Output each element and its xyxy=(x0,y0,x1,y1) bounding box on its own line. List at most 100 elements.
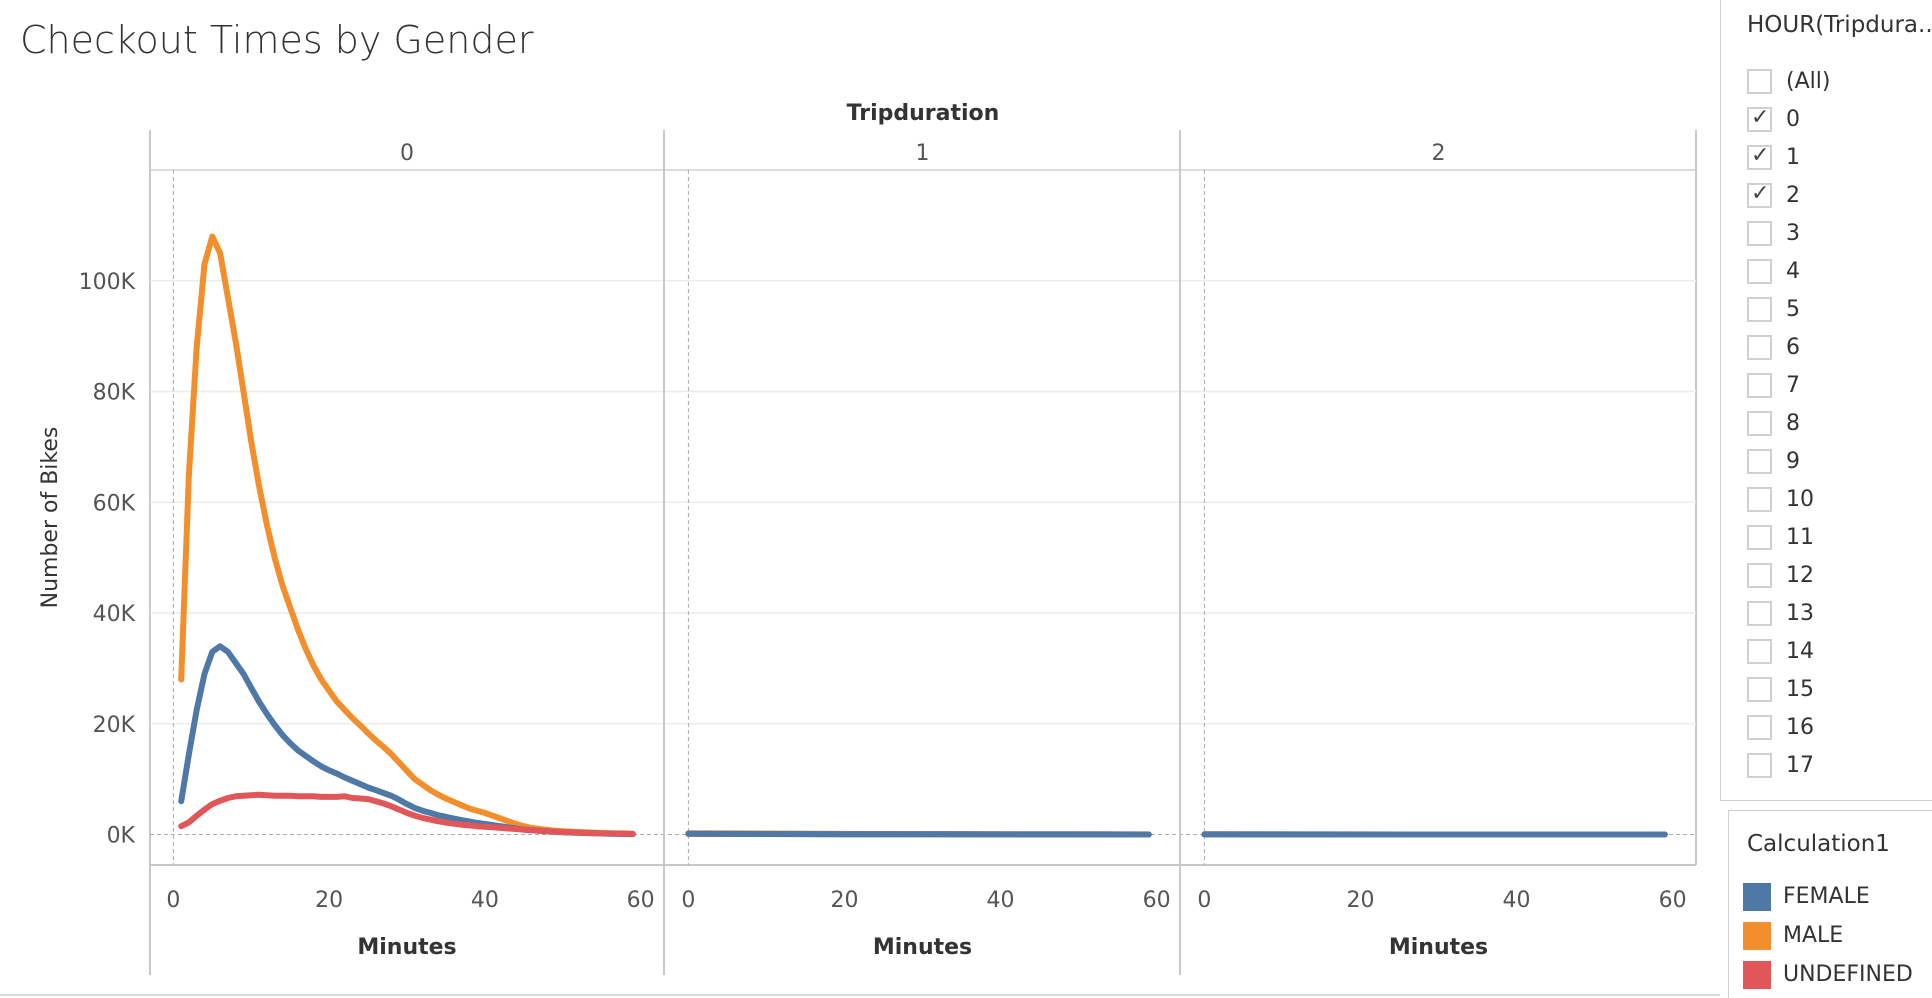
filter-item-label: 7 xyxy=(1786,373,1800,398)
filter-item[interactable]: 9 xyxy=(1747,442,1932,480)
filter-item-label: 16 xyxy=(1786,715,1814,740)
x-tick-label: 20 xyxy=(830,888,858,913)
series-line-female xyxy=(688,834,1148,835)
filter-item[interactable]: 2 xyxy=(1747,176,1932,214)
x-axis-label: Minutes xyxy=(873,935,972,960)
x-tick-label: 20 xyxy=(1346,888,1374,913)
filter-item[interactable]: 11 xyxy=(1747,518,1932,556)
legend-list: FEMALE MALE UNDEFINED xyxy=(1743,877,1913,994)
x-tick-label: 40 xyxy=(471,888,499,913)
filter-item-label: 8 xyxy=(1786,411,1800,436)
filter-item[interactable]: 15 xyxy=(1747,670,1932,708)
legend-panel: Calculation1 FEMALE MALE UNDEFINED xyxy=(1728,810,1932,998)
filter-item[interactable]: 7 xyxy=(1747,366,1932,404)
filter-item-label: 12 xyxy=(1786,563,1814,588)
x-tick-label: 60 xyxy=(1659,888,1687,913)
filter-item-label: 5 xyxy=(1786,297,1800,322)
filter-checkbox[interactable] xyxy=(1747,525,1772,550)
legend-item[interactable]: FEMALE xyxy=(1743,877,1913,916)
filter-checkbox[interactable] xyxy=(1747,145,1772,170)
filter-item[interactable]: 14 xyxy=(1747,632,1932,670)
filter-item-label: 9 xyxy=(1786,449,1800,474)
y-axis-label: Number of Bikes xyxy=(38,427,63,609)
x-tick-label: 0 xyxy=(166,888,180,913)
legend-title: Calculation1 xyxy=(1747,831,1890,857)
filter-checkbox[interactable] xyxy=(1747,335,1772,360)
filter-checkbox[interactable] xyxy=(1747,563,1772,588)
filter-item-label: (All) xyxy=(1786,69,1830,94)
x-tick-label: 20 xyxy=(315,888,343,913)
x-tick-label: 40 xyxy=(987,888,1015,913)
x-tick-label: 60 xyxy=(1143,888,1171,913)
filter-item[interactable]: 13 xyxy=(1747,594,1932,632)
legend-label: UNDEFINED xyxy=(1783,962,1913,987)
filter-checkbox[interactable] xyxy=(1747,107,1772,132)
filter-item-label: 10 xyxy=(1786,487,1814,512)
legend-swatch xyxy=(1743,922,1771,950)
filter-checkbox[interactable] xyxy=(1747,183,1772,208)
x-axis-label: Minutes xyxy=(1389,935,1488,960)
legend-swatch xyxy=(1743,883,1771,911)
panel-header-label: 0 xyxy=(400,141,414,166)
filter-item[interactable]: 0 xyxy=(1747,100,1932,138)
series-line-male xyxy=(181,237,633,834)
filter-item[interactable]: 12 xyxy=(1747,556,1932,594)
x-tick-label: 0 xyxy=(1197,888,1211,913)
filter-checkbox[interactable] xyxy=(1747,373,1772,398)
legend-swatch xyxy=(1743,961,1771,989)
filter-checkbox[interactable] xyxy=(1747,221,1772,246)
filter-checkbox[interactable] xyxy=(1747,715,1772,740)
filter-item-label: 2 xyxy=(1786,183,1800,208)
y-tick-label: 40K xyxy=(93,602,136,627)
filter-title: HOUR(Tripdura... xyxy=(1747,12,1932,38)
filter-item[interactable]: 17 xyxy=(1747,746,1932,784)
y-tick-label: 80K xyxy=(93,381,136,406)
filter-checkbox[interactable] xyxy=(1747,601,1772,626)
column-header: Tripduration xyxy=(847,101,1000,126)
filter-item[interactable]: 1 xyxy=(1747,138,1932,176)
bottom-divider xyxy=(0,994,1720,996)
filter-item[interactable]: 16 xyxy=(1747,708,1932,746)
filter-checkbox[interactable] xyxy=(1747,677,1772,702)
legend-label: FEMALE xyxy=(1783,884,1870,909)
y-tick-label: 20K xyxy=(93,713,136,738)
legend-item[interactable]: MALE xyxy=(1743,916,1913,955)
filter-checkbox[interactable] xyxy=(1747,411,1772,436)
x-tick-label: 60 xyxy=(627,888,655,913)
filter-item[interactable]: 6 xyxy=(1747,328,1932,366)
panel-header-label: 2 xyxy=(1432,141,1446,166)
filter-checkbox[interactable] xyxy=(1747,487,1772,512)
filter-item[interactable]: (All) xyxy=(1747,62,1932,100)
filter-item[interactable]: 4 xyxy=(1747,252,1932,290)
x-axis-label: Minutes xyxy=(357,935,456,960)
line-chart: Tripduration Number of Bikes 0K 20K 40K 60K 80… xyxy=(0,0,1720,997)
hour-filter-panel: HOUR(Tripdura... (All)012345678910111213… xyxy=(1720,0,1932,801)
legend-item[interactable]: UNDEFINED xyxy=(1743,955,1913,994)
filter-item-label: 0 xyxy=(1786,107,1800,132)
filter-item-label: 11 xyxy=(1786,525,1814,550)
series-line-female xyxy=(181,646,633,834)
filter-item-label: 4 xyxy=(1786,259,1800,284)
filter-checkbox[interactable] xyxy=(1747,297,1772,322)
y-tick-label: 60K xyxy=(93,491,136,516)
filter-list[interactable]: (All)01234567891011121314151617 xyxy=(1747,62,1932,797)
y-tick-label: 100K xyxy=(79,270,136,295)
filter-item-label: 1 xyxy=(1786,145,1800,170)
filter-item[interactable]: 3 xyxy=(1747,214,1932,252)
filter-checkbox[interactable] xyxy=(1747,449,1772,474)
filter-checkbox[interactable] xyxy=(1747,259,1772,284)
filter-item-label: 13 xyxy=(1786,601,1814,626)
filter-checkbox[interactable] xyxy=(1747,69,1772,94)
x-tick-label: 0 xyxy=(681,888,695,913)
filter-item-label: 15 xyxy=(1786,677,1814,702)
x-tick-label: 40 xyxy=(1503,888,1531,913)
filter-item-label: 17 xyxy=(1786,753,1814,778)
filter-item[interactable]: 8 xyxy=(1747,404,1932,442)
filter-checkbox[interactable] xyxy=(1747,639,1772,664)
filter-item-label: 3 xyxy=(1786,221,1800,246)
y-tick-label: 0K xyxy=(107,824,136,849)
filter-item[interactable]: 10 xyxy=(1747,480,1932,518)
filter-item[interactable]: 5 xyxy=(1747,290,1932,328)
filter-checkbox[interactable] xyxy=(1747,753,1772,778)
legend-label: MALE xyxy=(1783,923,1843,948)
